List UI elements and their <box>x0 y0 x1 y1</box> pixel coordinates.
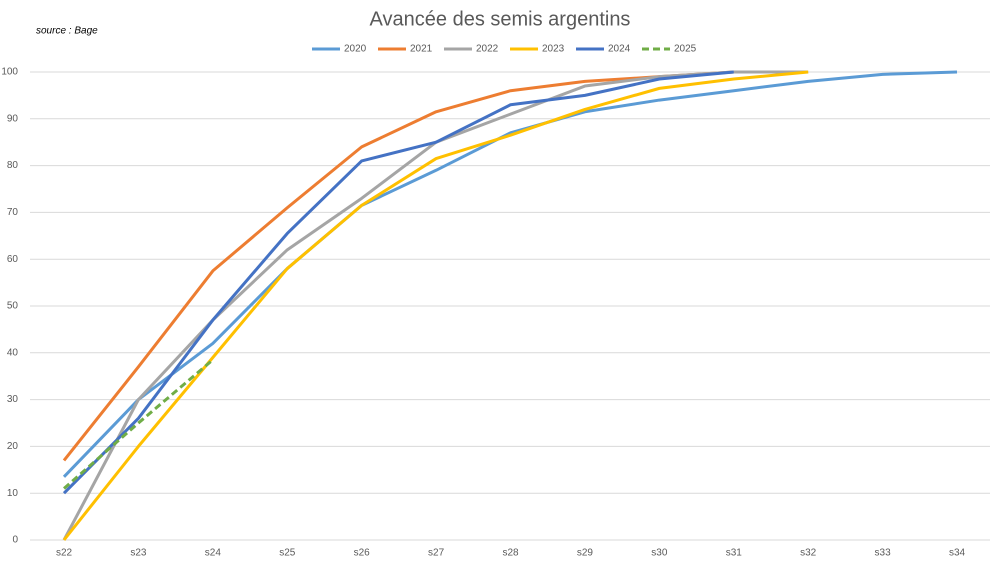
x-tick-label: s28 <box>502 548 519 559</box>
y-tick-label: 90 <box>7 113 19 124</box>
y-tick-label: 40 <box>7 347 19 358</box>
y-tick-label: 100 <box>1 67 18 78</box>
x-tick-label: s24 <box>205 548 222 559</box>
y-tick-label: 80 <box>7 160 19 171</box>
y-tick-label: 60 <box>7 254 19 265</box>
x-tick-label: s30 <box>651 548 668 559</box>
y-tick-label: 20 <box>7 441 19 452</box>
x-tick-label: s34 <box>949 548 966 559</box>
legend-label: 2024 <box>608 44 631 55</box>
x-tick-label: s29 <box>577 548 594 559</box>
x-tick-label: s31 <box>726 548 743 559</box>
legend-label: 2022 <box>476 44 499 55</box>
series-line <box>62 70 958 478</box>
legend-label: 2020 <box>344 44 367 55</box>
series-line <box>63 358 214 490</box>
x-tick-label: s32 <box>800 548 817 559</box>
x-tick-label: s25 <box>279 548 296 559</box>
x-tick-label: s22 <box>56 548 73 559</box>
y-tick-label: 0 <box>12 535 18 546</box>
x-tick-label: s23 <box>130 548 147 559</box>
source-note: source : Bage <box>36 26 98 37</box>
legend-label: 2021 <box>410 44 433 55</box>
x-tick-label: s33 <box>875 548 892 559</box>
y-tick-label: 50 <box>7 301 19 312</box>
series-line <box>62 70 809 541</box>
legend-label: 2025 <box>674 44 697 55</box>
series-line <box>62 70 734 495</box>
x-tick-label: s26 <box>354 548 371 559</box>
y-tick-label: 30 <box>7 394 19 405</box>
series-line <box>62 70 734 462</box>
y-tick-label: 70 <box>7 207 19 218</box>
chart-title: Avancée des semis argentins <box>370 8 631 30</box>
legend-label: 2023 <box>542 44 565 55</box>
y-tick-label: 10 <box>7 488 19 499</box>
x-tick-label: s27 <box>428 548 445 559</box>
